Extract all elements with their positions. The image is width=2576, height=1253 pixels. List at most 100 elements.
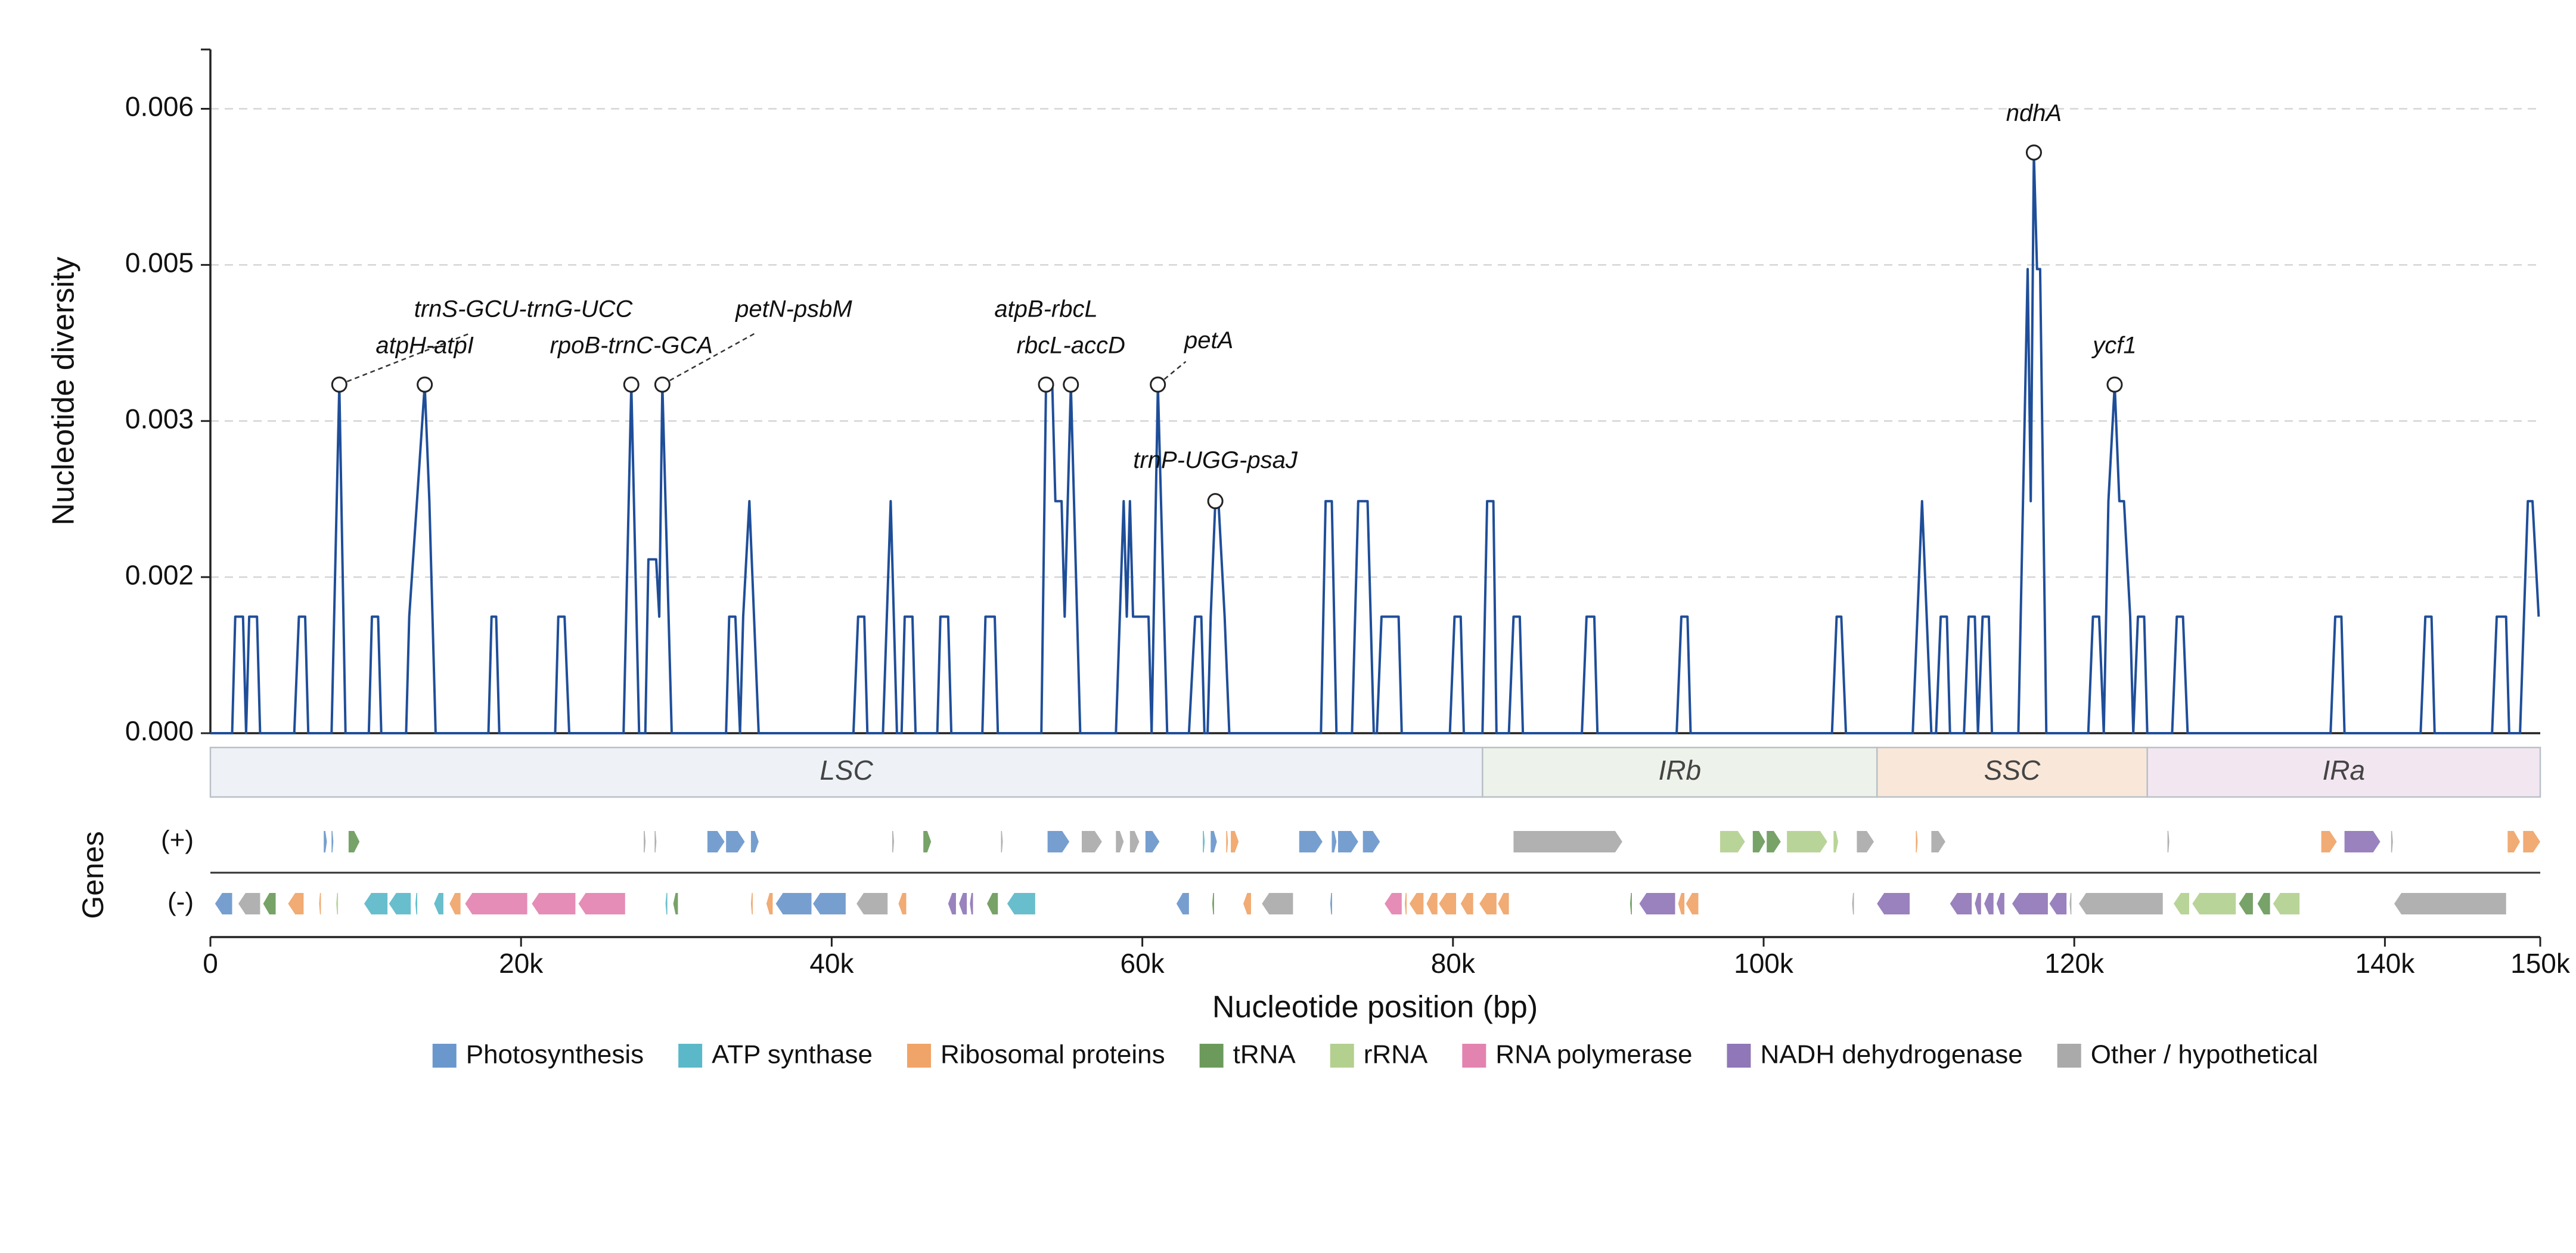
gene (1082, 831, 1102, 852)
gene (1145, 831, 1160, 852)
gene (1007, 893, 1035, 914)
strand-label: (-) (167, 888, 194, 917)
gene (948, 893, 956, 914)
gene (1767, 831, 1781, 852)
gene (856, 893, 888, 914)
leader-line (1157, 361, 1187, 386)
annotation: trnP-UGG-psaJ (1133, 447, 1298, 473)
gene (1409, 893, 1424, 914)
gene (415, 893, 417, 914)
gene (1231, 831, 1239, 852)
diversity-line (210, 151, 2540, 734)
gene (2174, 893, 2189, 914)
gene (987, 893, 998, 914)
gene (1203, 831, 1205, 852)
gene (970, 893, 973, 914)
y-tick-label: 0.005 (125, 247, 194, 278)
gene (1211, 831, 1217, 852)
x-tick-label: 100k (1734, 948, 1794, 979)
gene (2192, 893, 2236, 914)
legend-swatch (1330, 1044, 1354, 1068)
gene (263, 893, 276, 914)
annotation: atpB-rbcL (994, 296, 1097, 322)
gene (1984, 893, 1994, 914)
gene (654, 831, 657, 852)
y-tick-label: 0.000 (125, 715, 194, 746)
peak-marker (2106, 376, 2123, 393)
gene (1262, 893, 1293, 914)
gene (1243, 893, 1251, 914)
region-label: SSC (1984, 755, 2041, 786)
gene (2239, 893, 2253, 914)
x-tick-label: 20k (499, 948, 544, 979)
gene (1338, 831, 1358, 852)
peak-marker (1150, 376, 1166, 393)
region-label: LSC (820, 755, 873, 786)
annotation: petA (1184, 327, 1233, 353)
gene (2507, 831, 2521, 852)
gene (434, 893, 443, 914)
gene (2167, 831, 2170, 852)
gene (336, 893, 339, 914)
gene (324, 831, 327, 852)
annotation: trnS-GCU-trnG-UCC (414, 296, 634, 322)
legend-swatch (1462, 1044, 1486, 1068)
legend-swatch (1199, 1044, 1224, 1068)
gene (2321, 831, 2337, 852)
gene (1212, 893, 1214, 914)
gene (319, 893, 321, 914)
x-tick-label: 80k (1431, 948, 1476, 979)
legend-swatch (432, 1044, 457, 1068)
gene (1950, 893, 1972, 914)
leader-line (339, 333, 470, 386)
gene (1129, 831, 1140, 852)
gene (288, 893, 304, 914)
region (209, 746, 1483, 798)
peak-marker (1207, 493, 1224, 510)
annotation: ycf1 (2091, 332, 2136, 358)
gene (389, 893, 411, 914)
gene (1513, 831, 1622, 852)
gene (1877, 893, 1910, 914)
gene (707, 831, 725, 852)
legend-label: ATP synthase (712, 1040, 873, 1069)
gene (465, 893, 527, 914)
gene (923, 831, 932, 852)
gene (2523, 831, 2540, 852)
gene (2012, 893, 2048, 914)
gene (1996, 893, 2004, 914)
gene (1439, 893, 1456, 914)
x-axis-label: Nucleotide position (bp) (1212, 990, 1538, 1025)
gene (364, 893, 388, 914)
gene (449, 893, 461, 914)
peak-marker (331, 376, 347, 393)
gene (1639, 893, 1675, 914)
legend-label: Photosynthesis (466, 1040, 644, 1069)
leader-line (662, 333, 755, 386)
gene (1426, 893, 1438, 914)
gene (813, 893, 846, 914)
gene (532, 893, 576, 914)
gene (1330, 893, 1332, 914)
genes-label: Genes (76, 831, 110, 919)
gene (1787, 831, 1827, 852)
x-tick-label: 140k (2355, 948, 2416, 979)
y-tick-label: 0.006 (125, 91, 194, 122)
y-tick-label: 0.003 (125, 403, 194, 434)
gene (1047, 831, 1070, 852)
gene (726, 831, 745, 852)
legend-swatch (1727, 1044, 1751, 1068)
gene (1857, 831, 1874, 852)
gene (673, 893, 678, 914)
gene (644, 831, 646, 852)
legend-label: rRNA (1364, 1040, 1428, 1069)
region-label: IRb (1658, 755, 1701, 786)
gene (1678, 893, 1685, 914)
gene (1686, 893, 1699, 914)
gene (1405, 893, 1407, 914)
legend-swatch (2057, 1044, 2081, 1068)
legend-swatch (907, 1044, 931, 1068)
peak-marker (2025, 144, 2042, 161)
x-tick-label: 150k (2510, 948, 2571, 979)
